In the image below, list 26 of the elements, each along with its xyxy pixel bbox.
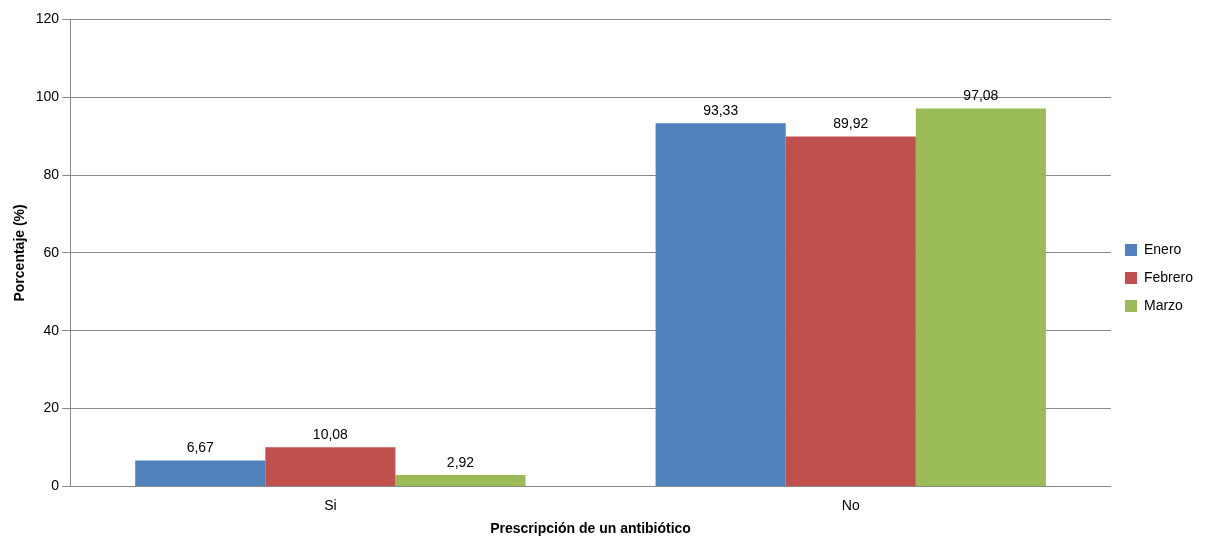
data-label: 89,92 [833, 115, 869, 132]
y-tick-label: 60 [43, 243, 60, 260]
y-tick-label: 120 [35, 10, 60, 27]
data-label: 2,92 [446, 453, 475, 470]
x-tick-label: Si [324, 496, 337, 513]
legend-label: Enero [1143, 240, 1182, 257]
bar [655, 123, 786, 486]
data-label: 10,08 [312, 426, 349, 443]
legend-label: Febrero [1143, 268, 1194, 285]
bar [135, 460, 266, 486]
bar [915, 108, 1046, 486]
x-tick-label: No [841, 496, 860, 513]
data-label: 6,67 [186, 439, 215, 456]
bar [265, 447, 396, 486]
y-axis-title: Porcentaje (%) [11, 204, 28, 302]
legend-label: Marzo [1143, 296, 1184, 313]
y-tick-label: 100 [35, 88, 60, 105]
data-label: 97,08 [963, 87, 999, 104]
bar [785, 136, 916, 486]
data-label: 93,33 [703, 102, 739, 119]
y-tick-label: 0 [51, 477, 60, 494]
bar [395, 475, 526, 486]
y-tick-label: 80 [43, 165, 60, 182]
x-axis-title: Prescripción de un antibiótico [490, 520, 691, 537]
y-tick-label: 40 [43, 321, 60, 338]
y-tick-label: 20 [43, 399, 60, 416]
